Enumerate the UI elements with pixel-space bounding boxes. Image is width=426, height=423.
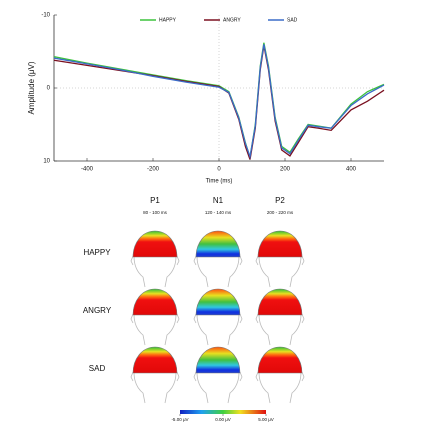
component-label: P2 <box>275 196 285 205</box>
topomap <box>193 288 243 346</box>
x-tick-label: 400 <box>346 167 357 173</box>
head-outline <box>130 313 180 346</box>
topomap <box>193 346 243 404</box>
time-window: 200 - 220 ms <box>267 210 294 215</box>
topomap <box>130 288 180 346</box>
scalp-map <box>195 346 241 374</box>
y-tick-label: 10 <box>43 159 50 165</box>
y-axis-label: Amplitude (μV) <box>27 61 36 114</box>
colorbar-label: 5.00 μV <box>258 417 274 422</box>
colorbar-label: 0.00 μV <box>215 417 231 422</box>
row-label: ANGRY <box>83 306 112 315</box>
legend-label: SAD <box>287 17 298 23</box>
scalp-map <box>195 230 241 258</box>
scalp-map <box>257 230 303 258</box>
component-label: P1 <box>150 196 160 205</box>
scalp-map <box>257 346 303 374</box>
head-outline <box>193 371 243 404</box>
scalp-map <box>132 288 178 316</box>
head-outline <box>130 255 180 288</box>
x-axis-label: Time (ms) <box>206 179 233 185</box>
head-outline <box>193 313 243 346</box>
topomap <box>255 346 305 404</box>
legend-label: ANGRY <box>223 17 241 23</box>
series-line <box>53 42 385 158</box>
legend-label: HAPPY <box>159 17 177 23</box>
scalp-map <box>132 230 178 258</box>
head-outline <box>130 371 180 404</box>
topomap <box>130 346 180 404</box>
x-tick-label: 200 <box>280 167 291 173</box>
time-window: 80 - 100 ms <box>143 210 168 215</box>
scalp-map <box>132 346 178 374</box>
topomap <box>130 230 180 288</box>
topomap <box>255 230 305 288</box>
head-outline <box>193 255 243 288</box>
colorbar <box>180 410 266 414</box>
x-tick-label: 0 <box>217 167 221 173</box>
x-tick-label: -200 <box>147 167 160 173</box>
y-tick-label: -10 <box>41 13 50 19</box>
head-outline <box>255 313 305 346</box>
series-line <box>53 44 385 160</box>
row-label: SAD <box>89 364 106 373</box>
scalp-map <box>257 288 303 316</box>
topomap <box>255 288 305 346</box>
time-window: 120 - 140 ms <box>205 210 232 215</box>
scalp-map <box>195 288 241 316</box>
colorbar-label: -5.00 μV <box>171 417 188 422</box>
head-outline <box>255 255 305 288</box>
x-tick-label: -400 <box>81 167 94 173</box>
y-tick-label: 0 <box>47 86 51 92</box>
head-outline <box>255 371 305 404</box>
component-label: N1 <box>213 196 224 205</box>
row-label: HAPPY <box>83 248 111 257</box>
topomap <box>193 230 243 288</box>
